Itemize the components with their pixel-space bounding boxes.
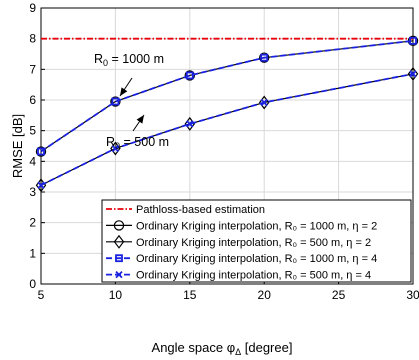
legend-label: Ordinary Kriging interpolation, R₀ = 100…	[136, 253, 377, 265]
x-marker-stroke	[409, 70, 417, 78]
data-point	[111, 97, 120, 106]
legend-marker	[115, 270, 123, 279]
axes	[40, 7, 414, 285]
legend-label: Ordinary Kriging interpolation, R₀ = 500…	[136, 237, 371, 249]
legend-item-1: Pathloss-based estimation	[106, 204, 265, 216]
x-axis-label-unit: [degree]	[241, 340, 292, 355]
x-tick-label: 30	[406, 288, 419, 302]
data-point	[259, 52, 270, 63]
annotation-suffix: = 1000 m	[108, 52, 164, 66]
x-marker-stroke	[115, 270, 123, 279]
y-tick-label: 8	[29, 32, 36, 46]
annotation-prefix: R	[94, 52, 103, 66]
series	[35, 35, 419, 193]
data-point	[35, 146, 47, 157]
y-tick-label: 3	[29, 185, 36, 199]
data-point	[37, 147, 45, 156]
annotation-ann1000: R0 = 1000 m	[94, 52, 164, 68]
series-line	[40, 73, 414, 187]
y-tick-labels: 0 1 2 3 4 5 6 7 8 9	[29, 1, 36, 291]
data-point	[37, 181, 45, 189]
data-point	[184, 70, 195, 81]
legend-label: Pathloss-based estimation	[136, 204, 265, 216]
annotation-arrow-head	[120, 87, 128, 96]
data-point	[260, 98, 268, 107]
x-marker-stroke	[186, 120, 194, 128]
x-axis-label-main: Angle space φ	[152, 340, 236, 355]
plot-frame	[40, 7, 414, 285]
legend-item-2: Ordinary Kriging interpolation, R₀ = 100…	[106, 220, 377, 232]
series-line	[40, 39, 414, 153]
x-axis-label-subscript: Δ	[235, 347, 241, 357]
x-marker-stroke	[111, 144, 120, 153]
y-tick-label: 5	[29, 124, 36, 138]
legend-item-5: Ordinary Kriging interpolation, R₀ = 500…	[106, 270, 371, 282]
annotation-arrow-head	[136, 115, 144, 124]
y-tick-label: 7	[29, 62, 36, 76]
x-tick-label: 5	[38, 288, 45, 302]
x-axis-label: Angle space φΔ [degree]	[152, 340, 293, 357]
series-3	[35, 66, 419, 193]
y-tick-label: 0	[29, 277, 36, 291]
legend-box	[101, 199, 412, 283]
data-point	[186, 120, 194, 128]
x-marker-stroke	[260, 98, 268, 107]
legend-marker	[115, 254, 123, 263]
y-axis-label: RMSE [dB]	[10, 114, 25, 178]
legend-label: Ordinary Kriging interpolation, R₀ = 100…	[136, 220, 377, 232]
data-point	[409, 36, 417, 45]
series-5	[37, 70, 417, 189]
legend-marker	[113, 220, 125, 231]
data-point	[260, 53, 269, 62]
series-line	[40, 73, 414, 186]
data-point	[110, 96, 121, 107]
y-tick-label: 1	[29, 246, 36, 260]
legend-marker	[113, 234, 125, 249]
data-point	[185, 71, 194, 80]
y-tick-label: 4	[29, 154, 36, 168]
legend-item-3: Ordinary Kriging interpolation, R₀ = 500…	[106, 234, 371, 249]
legend: Pathloss-based estimation Ordinary Krigin…	[101, 199, 412, 283]
annotation-subscript: 0	[103, 58, 108, 68]
annotation-ann500: R0 = 500 m	[106, 135, 169, 151]
annotations: R0 = 1000 mR0 = 500 m	[94, 52, 169, 151]
x-tick-label: 15	[183, 288, 197, 302]
x-marker-stroke	[37, 181, 45, 189]
y-tick-label: 9	[29, 1, 36, 15]
data-point	[409, 70, 417, 78]
x-tick-label: 10	[109, 288, 123, 302]
annotation-suffix: = 500 m	[120, 135, 169, 149]
x-tick-labels: 5 10 15 20 25 30	[38, 288, 419, 302]
y-tick-label: 6	[29, 93, 36, 107]
y-tick-label: 2	[29, 216, 36, 230]
x-tick-label: 20	[258, 288, 272, 302]
annotation-prefix: R	[106, 135, 115, 149]
legend-item-4: Ordinary Kriging interpolation, R₀ = 100…	[106, 253, 377, 265]
x-tick-label: 25	[332, 288, 346, 302]
annotation-subscript: 0	[115, 141, 120, 151]
legend-label: Ordinary Kriging interpolation, R₀ = 500…	[136, 270, 371, 282]
data-point	[111, 144, 120, 153]
series-4	[37, 36, 417, 156]
